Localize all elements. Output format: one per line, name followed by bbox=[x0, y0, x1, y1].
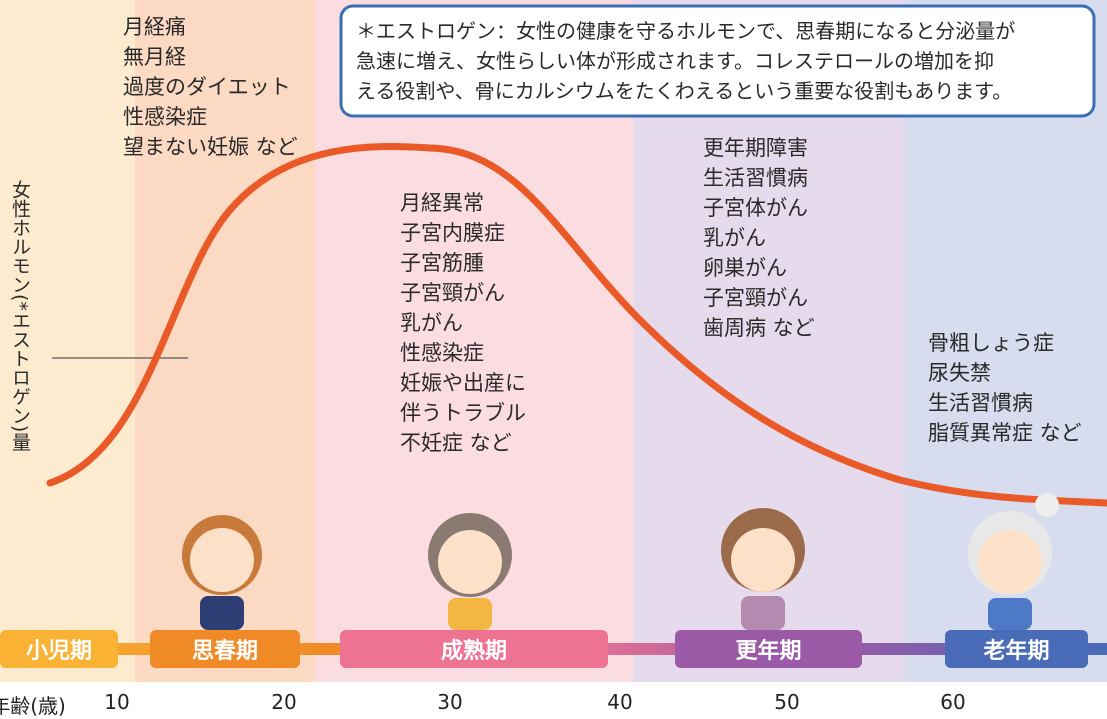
stage-label: 小児期 bbox=[0, 630, 118, 668]
note-line: 急速に増え、女性らしい体が形成されます。コレステロールの増加を抑 bbox=[356, 46, 1015, 76]
x-axis-label: 年齢(歳) bbox=[0, 690, 66, 719]
age-tick: 30 bbox=[437, 690, 462, 714]
condition: 歯周病 など bbox=[703, 313, 815, 343]
condition: 骨粗しょう症 bbox=[928, 328, 1082, 358]
condition: 月経異常 bbox=[400, 188, 526, 218]
stage-label: 成熟期 bbox=[340, 630, 608, 668]
condition: 子宮筋腫 bbox=[400, 248, 526, 278]
note-line: える役割や、骨にカルシウムをたくわえるという重要な役割もあります。 bbox=[356, 76, 1015, 106]
condition: 月経痛 bbox=[123, 12, 298, 42]
condition: 乳がん bbox=[703, 223, 815, 253]
condition: 性感染症 bbox=[123, 102, 298, 132]
stage-label: 更年期 bbox=[675, 630, 862, 668]
condition: 子宮体がん bbox=[703, 193, 815, 223]
note: ＊エストロゲン：女性の健康を守るホルモンで、思春期になると分泌量が急速に増え、女… bbox=[356, 16, 1015, 106]
condition: 更年期障害 bbox=[703, 133, 815, 163]
condition: 子宮頸がん bbox=[400, 278, 526, 308]
condition-list: 月経異常子宮内膜症子宮筋腫子宮頸がん乳がん性感染症妊娠や出産に伴うトラブル不妊症… bbox=[400, 188, 526, 458]
condition: 過度のダイエット bbox=[123, 72, 298, 102]
condition: 尿失禁 bbox=[928, 358, 1082, 388]
age-tick: 40 bbox=[607, 690, 632, 714]
condition: 子宮頸がん bbox=[703, 283, 815, 313]
condition: 卵巣がん bbox=[703, 253, 815, 283]
condition: 不妊症 など bbox=[400, 428, 526, 458]
stage-label: 老年期 bbox=[945, 630, 1088, 668]
condition: 無月経 bbox=[123, 42, 298, 72]
y-axis-label: 女性ホルモン(*エストロゲン)量 bbox=[8, 180, 32, 451]
stage-label: 思春期 bbox=[150, 630, 300, 668]
age-tick: 20 bbox=[271, 690, 296, 714]
condition: 脂質異常症 など bbox=[928, 418, 1082, 448]
condition: 子宮内膜症 bbox=[400, 218, 526, 248]
condition: 望まない妊娠 など bbox=[123, 132, 298, 162]
condition-list: 更年期障害生活習慣病子宮体がん乳がん卵巣がん子宮頸がん歯周病 など bbox=[703, 133, 815, 343]
age-tick: 60 bbox=[940, 690, 965, 714]
condition: 性感染症 bbox=[400, 338, 526, 368]
age-tick: 10 bbox=[104, 690, 129, 714]
condition: 伴うトラブル bbox=[400, 398, 526, 428]
condition: 生活習慣病 bbox=[703, 163, 815, 193]
condition-list: 骨粗しょう症尿失禁生活習慣病脂質異常症 など bbox=[928, 328, 1082, 448]
condition: 乳がん bbox=[400, 308, 526, 338]
note-line: ＊エストロゲン：女性の健康を守るホルモンで、思春期になると分泌量が bbox=[356, 16, 1015, 46]
age-tick: 50 bbox=[774, 690, 799, 714]
condition: 生活習慣病 bbox=[928, 388, 1082, 418]
condition-list: 月経痛無月経過度のダイエット性感染症望まない妊娠 など bbox=[123, 12, 298, 162]
condition: 妊娠や出産に bbox=[400, 368, 526, 398]
page: 女性ホルモン(*エストロゲン)量 ＊エストロゲン：女性の健康を守るホルモンで、思… bbox=[0, 0, 1107, 719]
